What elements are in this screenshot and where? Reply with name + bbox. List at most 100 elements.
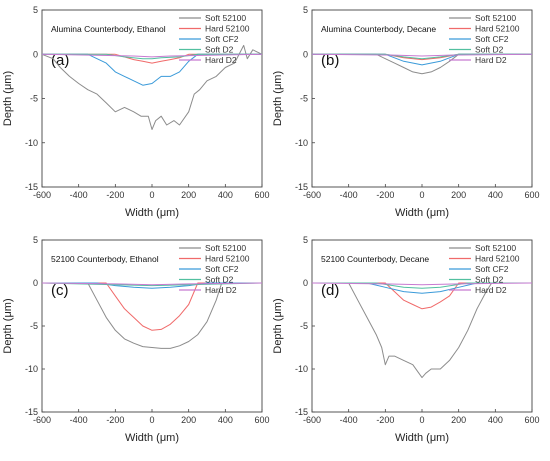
x-tick-label: -600 (33, 415, 51, 425)
x-tick-label: 0 (149, 415, 154, 425)
legend-label: Soft D2 (475, 45, 504, 55)
panel-tag: (a) (51, 52, 69, 69)
x-tick-label: -200 (376, 415, 394, 425)
series-line-soft-52100 (41, 44, 263, 130)
y-tick-label: 5 (303, 5, 308, 15)
panel-title: 52100 Counterbody, Decane (321, 254, 429, 264)
legend-label: Hard D2 (475, 285, 507, 295)
y-tick-label: -15 (295, 407, 308, 417)
y-axis-label: Depth (μm) (2, 71, 14, 126)
legend-label: Hard 52100 (205, 24, 250, 34)
y-tick-label: 5 (303, 235, 308, 245)
y-tick-label: -10 (25, 138, 38, 148)
x-tick-label: 400 (218, 190, 233, 200)
legend-label: Soft D2 (205, 45, 234, 55)
x-tick-label: -600 (33, 190, 51, 200)
series-line-soft-52100 (42, 282, 262, 349)
x-tick-label: 600 (254, 415, 269, 425)
series-line-soft-d2 (41, 282, 263, 287)
y-axis-label: Depth (μm) (272, 298, 284, 353)
y-tick-label: 0 (33, 49, 38, 59)
x-axis-label: Width (μm) (395, 207, 449, 219)
x-tick-label: 400 (488, 190, 503, 200)
panel-b: -600 -400 -200 0 200 400 600 5 0 -5 -10 -15 Width (μ… (272, 5, 540, 219)
y-tick-label: -15 (25, 407, 38, 417)
y-tick-label: -5 (30, 94, 38, 104)
legend-label: Hard D2 (205, 285, 237, 295)
x-tick-label: -200 (106, 415, 124, 425)
panel-tag: (d) (321, 282, 339, 299)
series-line-hard-d2 (311, 282, 533, 286)
legend-label: Hard 52100 (205, 254, 250, 264)
x-tick-label: 600 (524, 190, 539, 200)
y-tick-label: -10 (25, 364, 38, 374)
y-tick-label: -5 (300, 94, 308, 104)
series-line-soft-cf2 (42, 53, 262, 86)
x-tick-label: 200 (451, 415, 466, 425)
series-line-hard-d2 (41, 53, 263, 58)
series-line-soft-d2 (312, 282, 532, 289)
x-tick-label: -200 (106, 190, 124, 200)
y-tick-label: 5 (33, 235, 38, 245)
panel-tag: (b) (321, 52, 339, 69)
panel-title: Alumina Counterbody, Decane (321, 24, 436, 34)
series-line-hard-52100 (42, 282, 262, 331)
x-tick-label: 600 (254, 190, 269, 200)
x-tick-label: 0 (149, 190, 154, 200)
y-tick-label: 0 (303, 49, 308, 59)
panel-title: 52100 Counterbody, Ethanol (51, 254, 159, 264)
legend-label: Soft D2 (205, 275, 234, 285)
x-axis-label: Width (μm) (125, 432, 179, 444)
legend-label: Hard D2 (205, 55, 237, 65)
x-axis-label: Width (μm) (125, 207, 179, 219)
x-tick-label: -400 (340, 415, 358, 425)
x-tick-label: -200 (376, 190, 394, 200)
series-line-soft-d2 (312, 53, 532, 60)
y-tick-label: -15 (295, 182, 308, 192)
panel-a: -600 -400 -200 0 200 400 600 5 0 -5 -10 -15 Width (μ… (2, 5, 270, 219)
legend-label: Soft CF2 (205, 34, 239, 44)
x-tick-label: -600 (303, 190, 321, 200)
legend-label: Hard 52100 (475, 254, 520, 264)
legend-label: Hard 52100 (475, 24, 520, 34)
legend-label: Soft 52100 (475, 243, 516, 253)
y-tick-label: 5 (33, 5, 38, 15)
x-tick-label: 0 (419, 415, 424, 425)
x-tick-label: 200 (181, 415, 196, 425)
y-axis-label: Depth (μm) (2, 298, 14, 353)
x-tick-label: 200 (181, 190, 196, 200)
panel-d: -600 -400 -200 0 200 400 600 5 0 -5 -10 -15 Width (μ… (272, 235, 540, 444)
x-tick-label: -400 (70, 190, 88, 200)
legend-label: Soft CF2 (475, 34, 509, 44)
y-tick-label: -5 (300, 321, 308, 331)
y-tick-label: 0 (33, 278, 38, 288)
legend-label: Soft 52100 (205, 13, 246, 23)
series-line-soft-cf2 (312, 282, 532, 294)
series-line-soft-52100 (312, 282, 532, 379)
y-tick-label: -10 (295, 364, 308, 374)
x-tick-label: -600 (303, 415, 321, 425)
x-tick-label: 200 (451, 190, 466, 200)
y-tick-label: -10 (295, 138, 308, 148)
legend-label: Soft 52100 (475, 13, 516, 23)
x-tick-label: -400 (340, 190, 358, 200)
y-tick-label: 0 (303, 278, 308, 288)
panel-tag: (c) (51, 282, 69, 299)
x-tick-label: 600 (524, 415, 539, 425)
y-tick-label: -5 (30, 321, 38, 331)
x-tick-label: -400 (70, 415, 88, 425)
legend-label: Hard D2 (475, 55, 507, 65)
legend-label: Soft CF2 (205, 264, 239, 274)
panel-title: Alumina Counterbody, Ethanol (51, 24, 166, 34)
y-tick-label: -15 (25, 182, 38, 192)
legend-label: Soft 52100 (205, 243, 246, 253)
x-tick-label: 400 (488, 415, 503, 425)
series-line-hard-d2 (311, 53, 533, 57)
x-axis-label: Width (μm) (395, 432, 449, 444)
y-axis-label: Depth (μm) (272, 71, 284, 126)
legend-label: Soft CF2 (475, 264, 509, 274)
panel-c: -600 -400 -200 0 200 400 600 5 0 -5 -10 -15 Width (μ… (2, 235, 270, 444)
series-line-hard-d2 (41, 282, 263, 286)
x-tick-label: 400 (218, 415, 233, 425)
